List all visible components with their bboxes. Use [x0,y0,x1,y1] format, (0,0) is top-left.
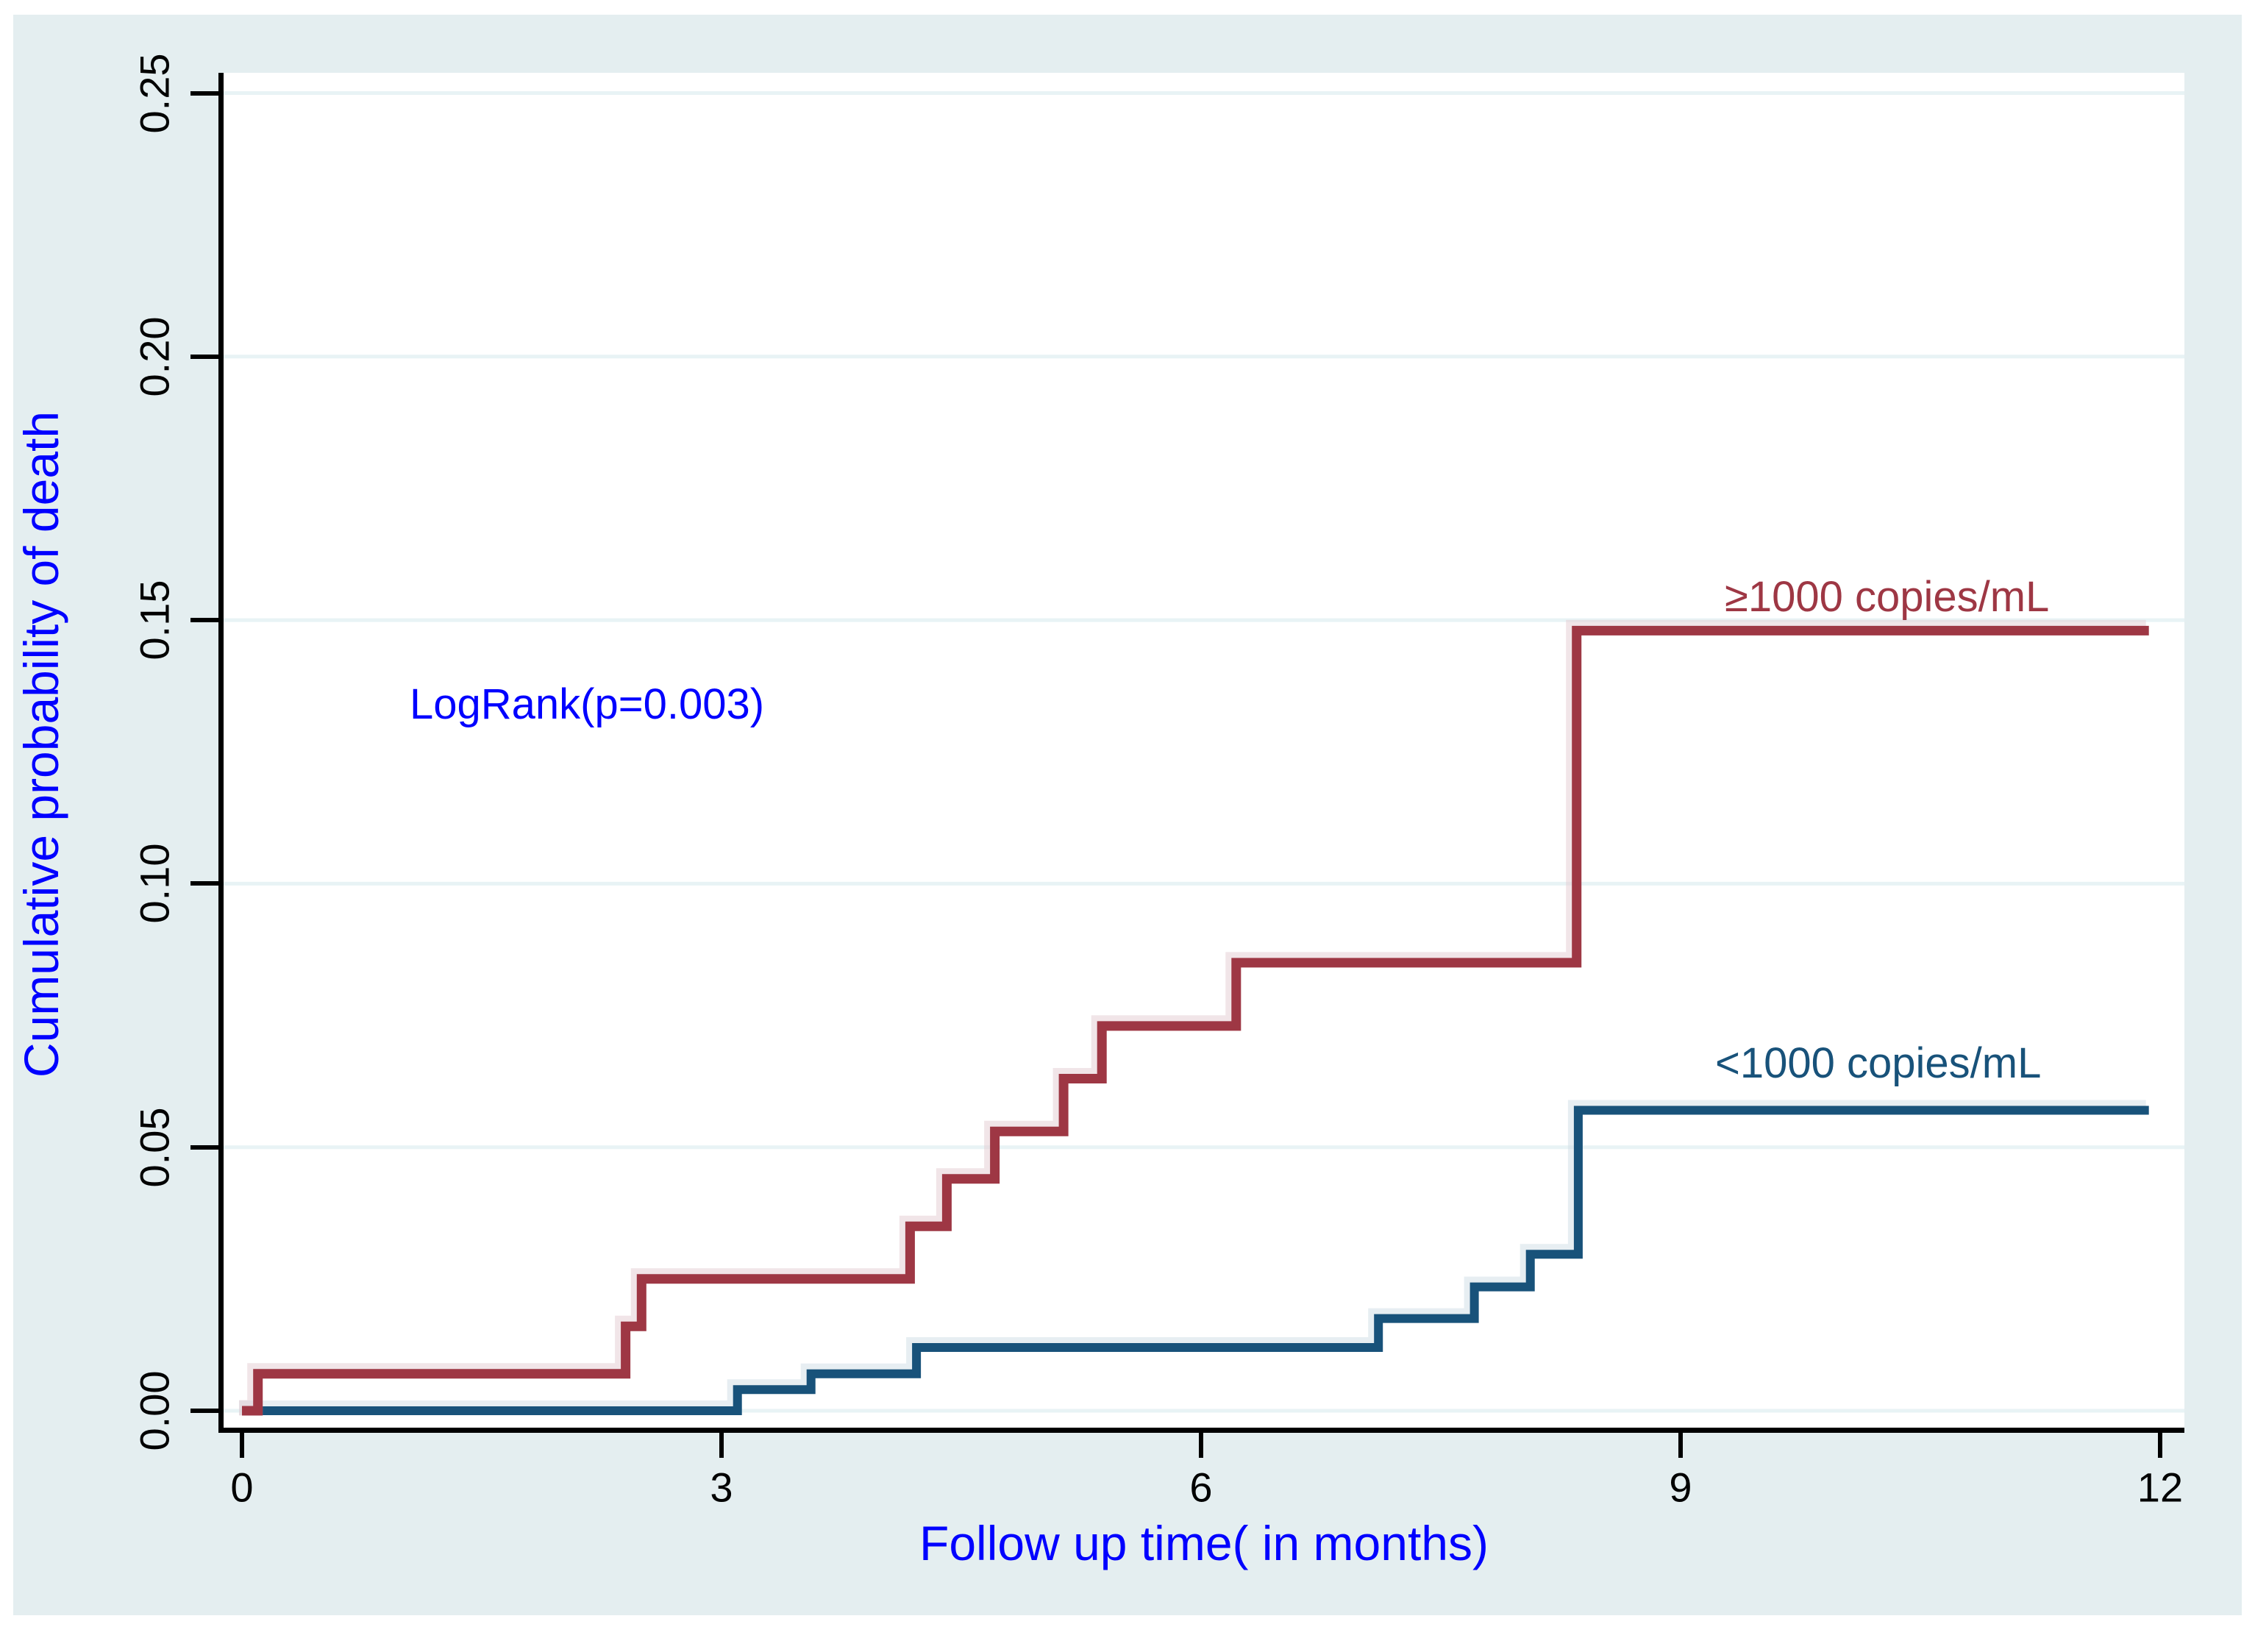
y-tick-label: 0.05 [131,1107,178,1188]
y-tick-label: 0.10 [131,843,178,924]
survival-step-chart [224,91,2184,1416]
x-tick [2157,1433,2162,1458]
y-tick [190,618,221,623]
red-series-line [242,625,2149,1416]
y-tick-label: 0.25 [131,53,178,133]
series-line-halo [239,1100,2146,1415]
y-tick [190,1409,221,1413]
series-line-halo [239,619,2146,1416]
y-tick-label: 0.20 [131,316,178,397]
x-axis-title: Follow up time( in months) [919,1516,1489,1570]
x-tick [1198,1433,1203,1458]
y-tick [190,881,221,886]
x-tick-label: 3 [710,1464,733,1511]
x-axis-line [218,1428,2184,1433]
plot-area [224,73,2184,1430]
x-tick-label: 9 [1669,1464,1692,1511]
x-tick-label: 0 [230,1464,254,1511]
x-tick [1678,1433,1683,1458]
y-tick [190,1144,221,1150]
y-tick [190,90,221,96]
y-tick-label: 0.15 [131,580,178,661]
y-axis-line [218,73,224,1433]
series-label-lt1000: <1000 copies/mL [1715,1039,2042,1087]
x-tick-label: 6 [1189,1464,1213,1511]
series-label-ge1000: ≥1000 copies/mL [1725,573,2050,621]
logrank-annotation: LogRank(p=0.003) [410,680,765,728]
y-tick [190,354,221,359]
x-tick [719,1433,724,1458]
x-tick-label: 12 [2137,1464,2184,1511]
y-axis-title: Cumulative probability of death [14,410,68,1078]
y-tick-label: 0.00 [131,1370,178,1451]
x-tick [240,1433,244,1458]
blue-series-line [242,1106,2149,1415]
